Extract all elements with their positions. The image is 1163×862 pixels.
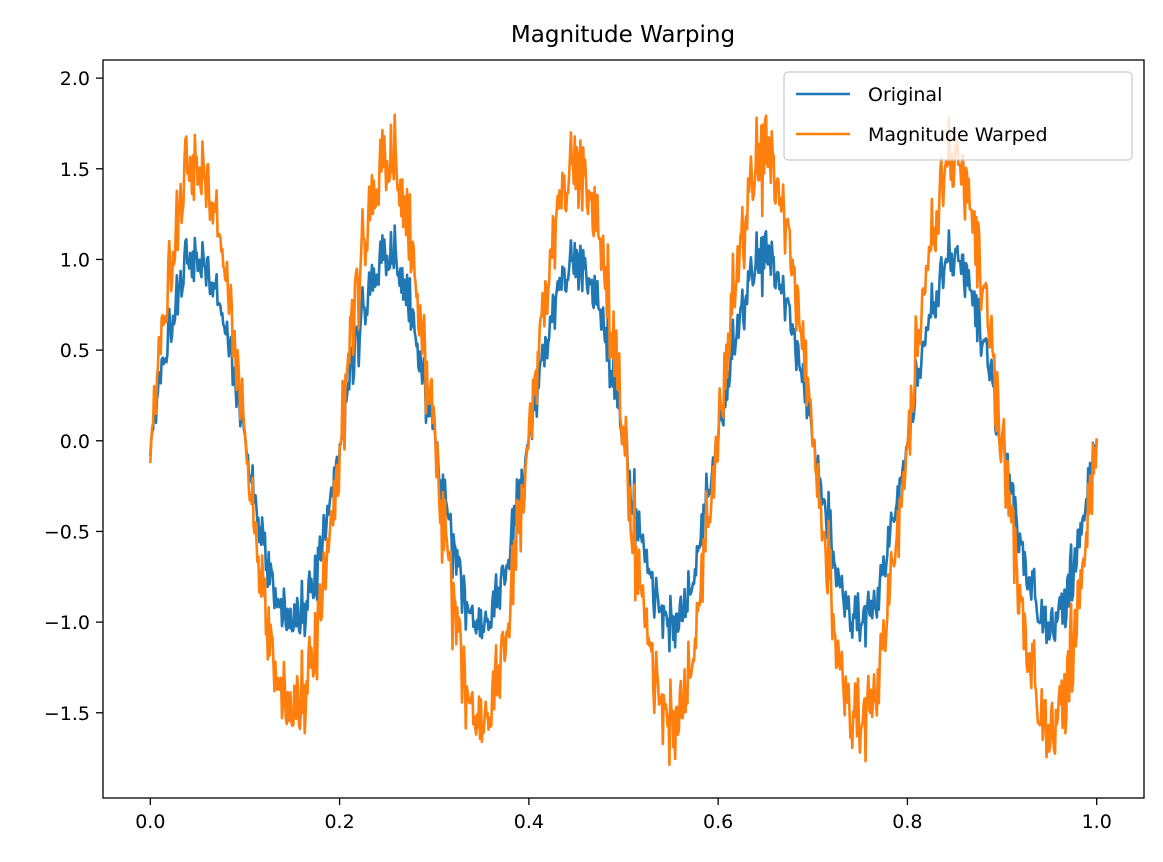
legend: Original Magnitude Warped — [783, 71, 1133, 161]
y-tick-label: −1.5 — [44, 703, 90, 725]
y-tick-label: −1.0 — [44, 612, 90, 634]
x-tick-label: 0.0 — [135, 811, 165, 833]
series-line-2 — [149, 113, 1098, 767]
x-tick-label: 0.4 — [514, 811, 544, 833]
y-tick-label: 2.0 — [60, 68, 90, 90]
axes-frame — [102, 59, 1145, 799]
chart-title: Magnitude Warping — [511, 22, 735, 48]
plot-area — [102, 59, 1145, 799]
y-tick-label: 0.5 — [60, 340, 90, 362]
y-tick-label: 1.0 — [60, 249, 90, 271]
x-tick-label: 0.6 — [703, 811, 733, 833]
x-tick-label: 0.8 — [892, 811, 922, 833]
y-axis: −1.5 −1.0 −0.5 0.0 0.5 1.0 1.5 2.0 — [44, 68, 103, 725]
y-tick-label: 1.5 — [60, 159, 90, 181]
x-axis: 0.0 0.2 0.4 0.6 0.8 1.0 — [135, 798, 1112, 833]
legend-label-1: Original — [868, 84, 942, 106]
legend-label-2: Magnitude Warped — [868, 124, 1048, 146]
legend-box — [783, 71, 1133, 161]
series-lines — [149, 113, 1098, 767]
y-tick-label: 0.0 — [60, 431, 90, 453]
x-tick-label: 0.2 — [324, 811, 354, 833]
x-tick-label: 1.0 — [1082, 811, 1112, 833]
y-tick-label: −0.5 — [44, 521, 90, 543]
